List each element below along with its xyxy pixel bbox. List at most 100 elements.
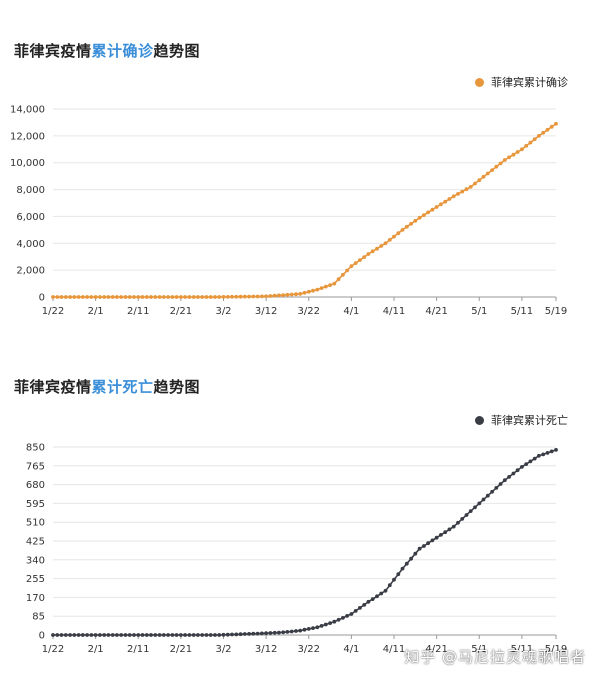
chart2-data-point bbox=[485, 493, 490, 498]
chart2-data-point bbox=[387, 583, 392, 588]
chart2-data-point bbox=[93, 633, 98, 637]
chart2-data-point bbox=[443, 530, 448, 535]
chart2-data-point bbox=[328, 621, 332, 625]
chart2-data-point bbox=[225, 632, 230, 637]
chart1-data-point bbox=[55, 295, 60, 299]
chart2-data-point bbox=[528, 459, 533, 464]
chart1-data-point bbox=[89, 295, 94, 299]
chart2-data-point bbox=[362, 603, 367, 607]
chart1-data-point bbox=[387, 238, 392, 242]
chart1-data-point bbox=[63, 295, 68, 299]
chart1-data-point bbox=[179, 295, 183, 299]
chart2-y-tick-label: 595 bbox=[26, 499, 45, 510]
chart2-data-point bbox=[123, 633, 128, 637]
chart1-data-point bbox=[260, 294, 264, 299]
chart2-x-tick-label: 1/22 bbox=[42, 644, 64, 655]
chart2-data-point bbox=[187, 633, 192, 637]
chart1-x-tick-label: 4/11 bbox=[383, 306, 405, 317]
watermark: 知乎 @马尼拉灵魂歌唱者 bbox=[404, 648, 586, 666]
chart2-data-point bbox=[89, 633, 94, 637]
chart2-data-point bbox=[494, 486, 499, 490]
chart2-data-point bbox=[541, 452, 546, 457]
chart2-data-point bbox=[460, 517, 465, 521]
chart1-data-point bbox=[464, 187, 469, 192]
chart1-data-point bbox=[166, 295, 171, 299]
chart2-data-point bbox=[345, 614, 349, 618]
chart1-data-point bbox=[230, 294, 234, 299]
chart1-data-point bbox=[247, 294, 252, 299]
chart2-data-point bbox=[106, 633, 111, 637]
chart2-data-point bbox=[242, 632, 247, 636]
chart1-data-point bbox=[332, 281, 337, 286]
chart2-data-point bbox=[507, 475, 511, 479]
chart2-title-prefix: 菲律宾疫情 bbox=[14, 378, 92, 396]
chart1-y-tick-label: 12,000 bbox=[10, 131, 45, 142]
chart1-data-point bbox=[161, 295, 166, 299]
chart2-data-point bbox=[426, 541, 430, 546]
chart2-data-point bbox=[417, 546, 422, 551]
chart2-data-point bbox=[115, 633, 119, 637]
chart1-data-point bbox=[157, 295, 162, 299]
chart1-data-point bbox=[362, 255, 367, 259]
chart1-data-point bbox=[336, 277, 341, 282]
chart2-x-tick-label: 3/12 bbox=[255, 644, 277, 655]
chart1-data-point bbox=[80, 295, 85, 299]
chart1-data-point bbox=[294, 292, 298, 297]
chart1-data-point bbox=[115, 295, 119, 299]
chart1-data-point bbox=[379, 244, 384, 248]
chart1-data-point bbox=[413, 218, 418, 223]
chart1-data-point bbox=[528, 140, 533, 145]
chart2-data-point bbox=[515, 468, 520, 473]
chart2-y-tick-label: 170 bbox=[26, 593, 45, 604]
chart2-data-point bbox=[153, 633, 158, 637]
chart2-y-tick-label: 510 bbox=[26, 518, 45, 529]
chart1-data-point bbox=[268, 294, 273, 298]
chart2-data-point bbox=[132, 633, 136, 637]
chart1-data-point bbox=[68, 295, 72, 299]
chart2-y-tick-label: 680 bbox=[26, 480, 45, 491]
chart2-y-tick-label: 340 bbox=[26, 555, 45, 566]
chart1-y-tick-label: 10,000 bbox=[10, 158, 45, 169]
chart1-data-point bbox=[225, 295, 230, 299]
chart1-data-point bbox=[345, 268, 349, 273]
chart1-data-point bbox=[460, 189, 465, 194]
chart2-data-point bbox=[166, 633, 171, 637]
chart2-data-point bbox=[277, 630, 281, 635]
chart2-x-tick-label: 4/11 bbox=[383, 644, 405, 655]
chart1-data-point bbox=[51, 295, 55, 299]
chart1-data-point bbox=[242, 294, 247, 299]
chart2-data-point bbox=[174, 633, 179, 637]
chart1-data-point bbox=[443, 199, 448, 204]
chart1-legend[interactable]: 菲律宾累计确诊 bbox=[475, 74, 568, 90]
chart2-data-point bbox=[76, 633, 81, 637]
chart1-data-point bbox=[264, 294, 268, 299]
chart1-data-point bbox=[366, 252, 371, 256]
chart2-data-point bbox=[55, 633, 60, 637]
chart1-data-point bbox=[140, 295, 145, 299]
chart2-data-point bbox=[264, 631, 268, 636]
chart1-data-point bbox=[545, 127, 550, 132]
chart1-data-point bbox=[277, 293, 281, 298]
chart2-data-point bbox=[157, 633, 162, 637]
chart1-data-point bbox=[451, 194, 456, 199]
chart1-data-point bbox=[217, 295, 222, 299]
chart1-x-tick-label: 5/11 bbox=[511, 306, 533, 317]
chart1-x-tick-label: 1/22 bbox=[42, 306, 64, 317]
chart2-data-point bbox=[336, 617, 341, 622]
chart1-x-tick-label: 3/2 bbox=[215, 306, 231, 317]
chart2-x-tick-label: 3/22 bbox=[298, 644, 320, 655]
chart2-data-point bbox=[481, 497, 486, 502]
chart2-data-point bbox=[247, 632, 252, 636]
chart2-data-point bbox=[140, 633, 145, 637]
chart2-data-point bbox=[230, 632, 234, 637]
chart2-data-point bbox=[268, 631, 273, 635]
chart1-title: 菲律宾疫情累计确诊趋势图 bbox=[14, 40, 200, 61]
chart2-x-tick-label: 5/11 bbox=[511, 644, 533, 655]
chart2-data-point bbox=[204, 633, 209, 637]
chart2-data-point bbox=[200, 633, 205, 637]
chart2-data-point bbox=[306, 627, 311, 631]
chart2-legend[interactable]: 菲律宾累计死亡 bbox=[475, 412, 568, 428]
chart1-data-point bbox=[123, 295, 128, 299]
chart2-x-tick-label: 2/11 bbox=[127, 644, 149, 655]
chart2-data-point bbox=[430, 538, 435, 543]
